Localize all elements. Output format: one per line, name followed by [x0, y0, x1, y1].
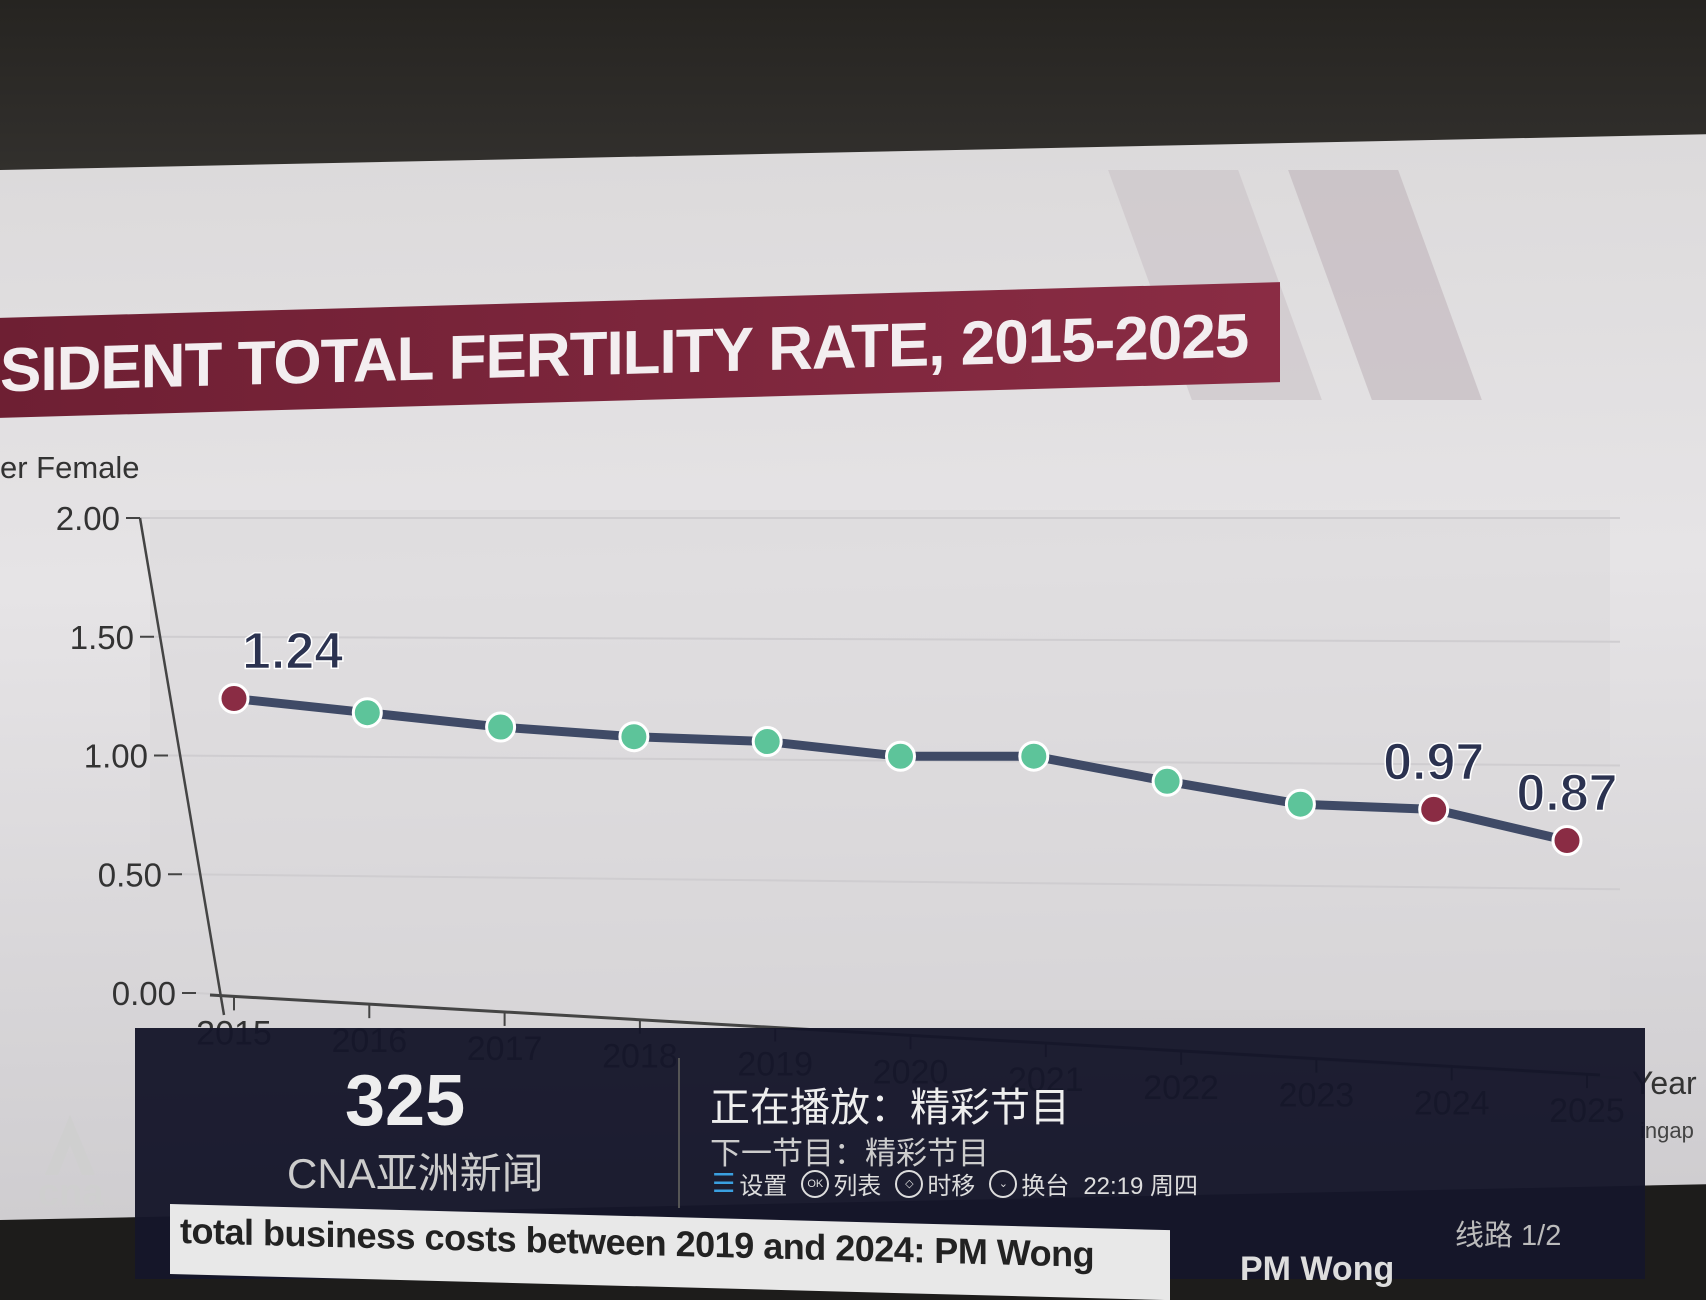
data-point-2015 — [218, 683, 250, 714]
data-label-2015: 1.24 — [242, 623, 343, 681]
timeshift-icon: ◇ — [895, 1169, 924, 1198]
y-tick-label: 2.00 — [56, 500, 120, 537]
remote-controls-hint: ☰ 设置 OK 列表 ◇ 时移 ⌄ 换台 22:19 周四 — [712, 1166, 1198, 1201]
data-point-2017 — [485, 711, 517, 743]
data-point-2022 — [1151, 765, 1183, 797]
now-playing: 正在播放：精彩节目 — [710, 1086, 1070, 1130]
change-channel-hint[interactable]: ⌄ 换台 — [989, 1166, 1069, 1201]
svg-text:cna: cna — [38, 1172, 104, 1214]
y-tick-label: 0.50 — [98, 856, 162, 893]
data-point-2023 — [1284, 788, 1316, 820]
y-tick-label: 1.50 — [70, 619, 134, 656]
timeshift-hint[interactable]: ◇ 时移 — [895, 1166, 975, 1201]
data-point-2018 — [618, 721, 650, 753]
source-text: ingap — [1640, 1118, 1694, 1143]
y-tick-label: 0.00 — [112, 975, 176, 1012]
channel-name: CNA亚洲新闻 — [287, 1150, 544, 1197]
y-axis-label: er Female — [0, 450, 140, 485]
gridline — [181, 873, 1621, 891]
ticker-next: PM Wong — [1240, 1250, 1395, 1288]
data-label-2024: 0.97 — [1383, 733, 1484, 791]
list-hint[interactable]: OK 列表 — [801, 1166, 881, 1201]
data-point-2020 — [885, 740, 916, 772]
y-tick-label: 1.00 — [84, 738, 148, 775]
data-point-2019 — [751, 726, 783, 758]
data-point-2016 — [351, 697, 383, 729]
route-indicator: 线路 1/2 — [1455, 1220, 1562, 1252]
data-point-2025 — [1551, 825, 1583, 857]
divider — [678, 1058, 680, 1208]
data-label-2025: 0.87 — [1516, 765, 1617, 823]
chevron-down-icon: ⌄ — [989, 1169, 1018, 1198]
channel-number: 325 — [345, 1061, 466, 1141]
next-program: 下一节目：精彩节目 — [710, 1136, 989, 1171]
menu-icon: ☰ — [712, 1168, 736, 1198]
cna-logo: cna — [38, 1115, 104, 1214]
data-point-2021 — [1018, 740, 1050, 772]
data-point-2024 — [1418, 793, 1450, 825]
gridline — [153, 635, 1621, 643]
y-axis — [138, 517, 226, 1016]
ok-icon: OK — [801, 1169, 830, 1198]
settings-hint[interactable]: ☰ 设置 — [712, 1168, 788, 1200]
clock: 22:19 周四 — [1083, 1173, 1199, 1200]
